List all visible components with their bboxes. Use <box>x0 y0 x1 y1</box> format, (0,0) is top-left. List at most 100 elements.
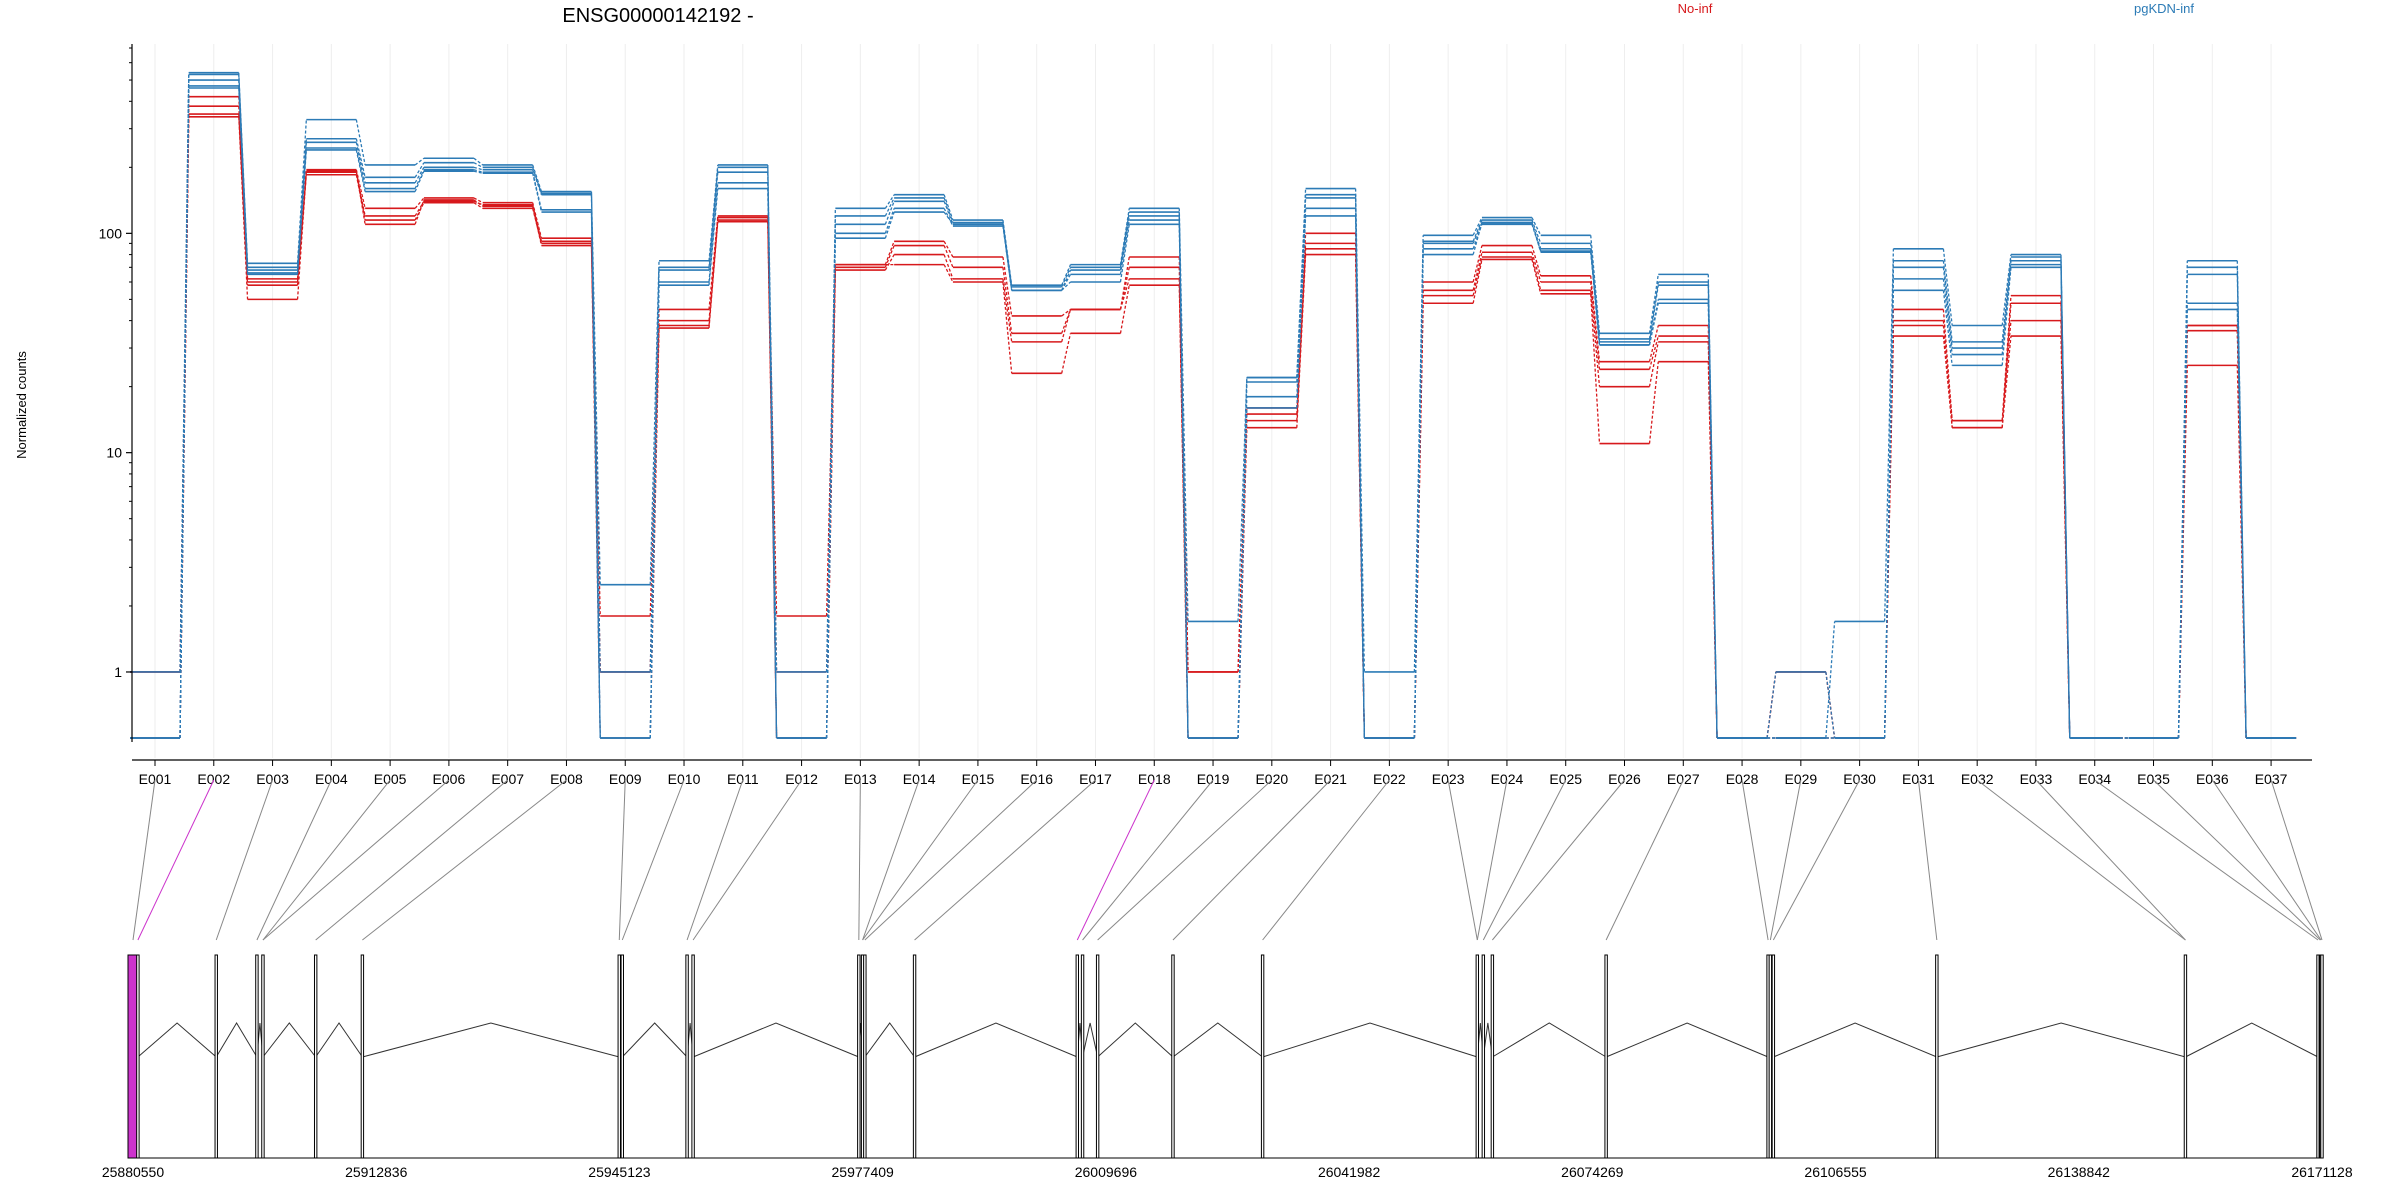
y-tick-label-100: 100 <box>99 225 123 241</box>
exon-transition-e036 <box>2236 309 2247 739</box>
exon-transition-e010 <box>708 215 719 310</box>
exon-transition-e004 <box>355 147 366 189</box>
connector-e007 <box>315 779 509 941</box>
exon-transition-e027 <box>1707 361 1718 739</box>
intron-arc <box>2185 1022 2319 1058</box>
exon-transition-e019 <box>1237 377 1248 622</box>
connector-e019 <box>1082 779 1214 941</box>
exon-block <box>1075 954 1079 1159</box>
exon-transition-e006 <box>473 157 484 166</box>
exon-transition-e002 <box>238 116 249 300</box>
exon-transition-e016 <box>1061 269 1072 291</box>
exon-block <box>857 954 861 1159</box>
exon-transition-e023 <box>1472 222 1483 244</box>
exon-block <box>1490 954 1495 1159</box>
exon-transition-e032 <box>2001 267 2012 366</box>
connector-e037 <box>2270 779 2323 941</box>
x-tick-label-e007: E007 <box>491 771 524 787</box>
exon-transition-e013 <box>884 208 895 234</box>
exon-transition-e009 <box>649 285 660 739</box>
exon-block <box>1095 954 1100 1159</box>
exon-transition-e032 <box>2001 254 2012 326</box>
exon-transition-e005 <box>414 197 425 209</box>
intron-arc <box>1492 1022 1607 1058</box>
exon-transition-e024 <box>1531 219 1542 244</box>
exon-transition-e032 <box>2001 320 2012 421</box>
exon-transition-e026 <box>1648 303 1659 346</box>
exon-transition-e026 <box>1648 361 1659 444</box>
vertical-gridlines <box>154 44 2272 758</box>
x-tick-label-e011: E011 <box>727 771 759 787</box>
x-tick-label-e031: E031 <box>1902 771 1935 787</box>
genomic-tick-label-5: 26041982 <box>1318 1164 1381 1180</box>
exon-transition-e020 <box>1296 254 1307 428</box>
exon-transition-e029 <box>1825 671 1836 739</box>
connector-e036 <box>2211 779 2322 941</box>
connector-e012 <box>692 779 802 941</box>
connector-e025 <box>1482 779 1567 941</box>
exon-transition-e017 <box>1119 219 1130 275</box>
y-tick-label-10: 10 <box>106 445 122 461</box>
connector-e013 <box>858 779 861 941</box>
connector-e023 <box>1447 779 1478 941</box>
exon-transition-e014 <box>943 208 954 227</box>
exon-transition-e006 <box>473 202 484 209</box>
exon-transition-e004 <box>355 171 366 225</box>
connector-e014 <box>862 779 920 941</box>
exon-transition-e015 <box>1002 281 1013 374</box>
exon-transition-e005 <box>414 157 425 166</box>
exon-transition-e007 <box>532 173 543 213</box>
exon-transition-e003 <box>296 149 307 275</box>
genomic-tick-label-3: 25977409 <box>832 1164 895 1180</box>
exon-transition-e028 <box>1766 671 1777 739</box>
exon-transition-e017 <box>1119 285 1130 334</box>
exon-transition-e030 <box>1883 290 1895 739</box>
intron-arc <box>1082 1022 1099 1058</box>
exon-transition-e014 <box>943 197 954 223</box>
exon-transition-e025 <box>1590 275 1601 362</box>
x-tick-label-e032: E032 <box>1961 771 1994 787</box>
exon-transition-e016 <box>1061 281 1071 291</box>
connector-e033 <box>2035 779 2186 941</box>
exon-block <box>1604 954 1608 1159</box>
x-tick-label-e025: E025 <box>1549 771 1582 787</box>
exon-transition-e022 <box>1413 235 1424 672</box>
intron-arc <box>1172 1022 1263 1058</box>
genomic-tick-label-1: 25912836 <box>345 1164 408 1180</box>
connector-e009 <box>618 779 626 941</box>
genomic-tick-label-0: 25880550 <box>102 1164 165 1180</box>
exon-transition-e017 <box>1119 256 1130 310</box>
legend-pgkdn-inf: pgKDN-inf <box>2134 1 2194 16</box>
exon-transition-e026 <box>1648 325 1659 362</box>
exon-transition-e010 <box>708 172 719 271</box>
exon-transition-e015 <box>1002 224 1013 291</box>
exon-transition-e013 <box>884 245 895 268</box>
exon-transition-e025 <box>1590 252 1601 345</box>
connector-e004 <box>256 779 332 941</box>
exon-transition-e016 <box>1061 309 1072 334</box>
exon-transition-e014 <box>943 264 954 283</box>
exon-transition-e015 <box>1002 267 1013 334</box>
y-axis: 1 10 100 <box>99 44 133 742</box>
exon-transition-e005 <box>414 199 425 225</box>
exon-transition-e005 <box>414 169 425 189</box>
genomic-tick-label-4: 26009696 <box>1075 1164 1138 1180</box>
x-tick-label-e037: E037 <box>2255 771 2288 787</box>
series-lines <box>130 71 2297 739</box>
exon-block <box>360 954 365 1159</box>
x-tick-label-e004: E004 <box>315 771 348 787</box>
connector-e026 <box>1491 779 1625 941</box>
connector-e017 <box>914 779 1096 941</box>
exon-transition-e020 <box>1296 248 1307 421</box>
x-tick-label-e017: E017 <box>1079 771 1112 787</box>
exon-transition-e031 <box>1942 248 1953 326</box>
connector-e035 <box>2153 779 2321 941</box>
exon-transition-e003 <box>296 171 307 300</box>
genomic-tick-label-6: 26074269 <box>1561 1164 1624 1180</box>
exon-transition-e013 <box>884 254 895 271</box>
exon-transition-e033 <box>2060 267 2071 739</box>
intron-arc <box>137 1022 217 1058</box>
exon-transition-e023 <box>1472 222 1483 255</box>
x-tick-label-e028: E028 <box>1726 771 1759 787</box>
exon-transition-e023 <box>1472 245 1483 283</box>
